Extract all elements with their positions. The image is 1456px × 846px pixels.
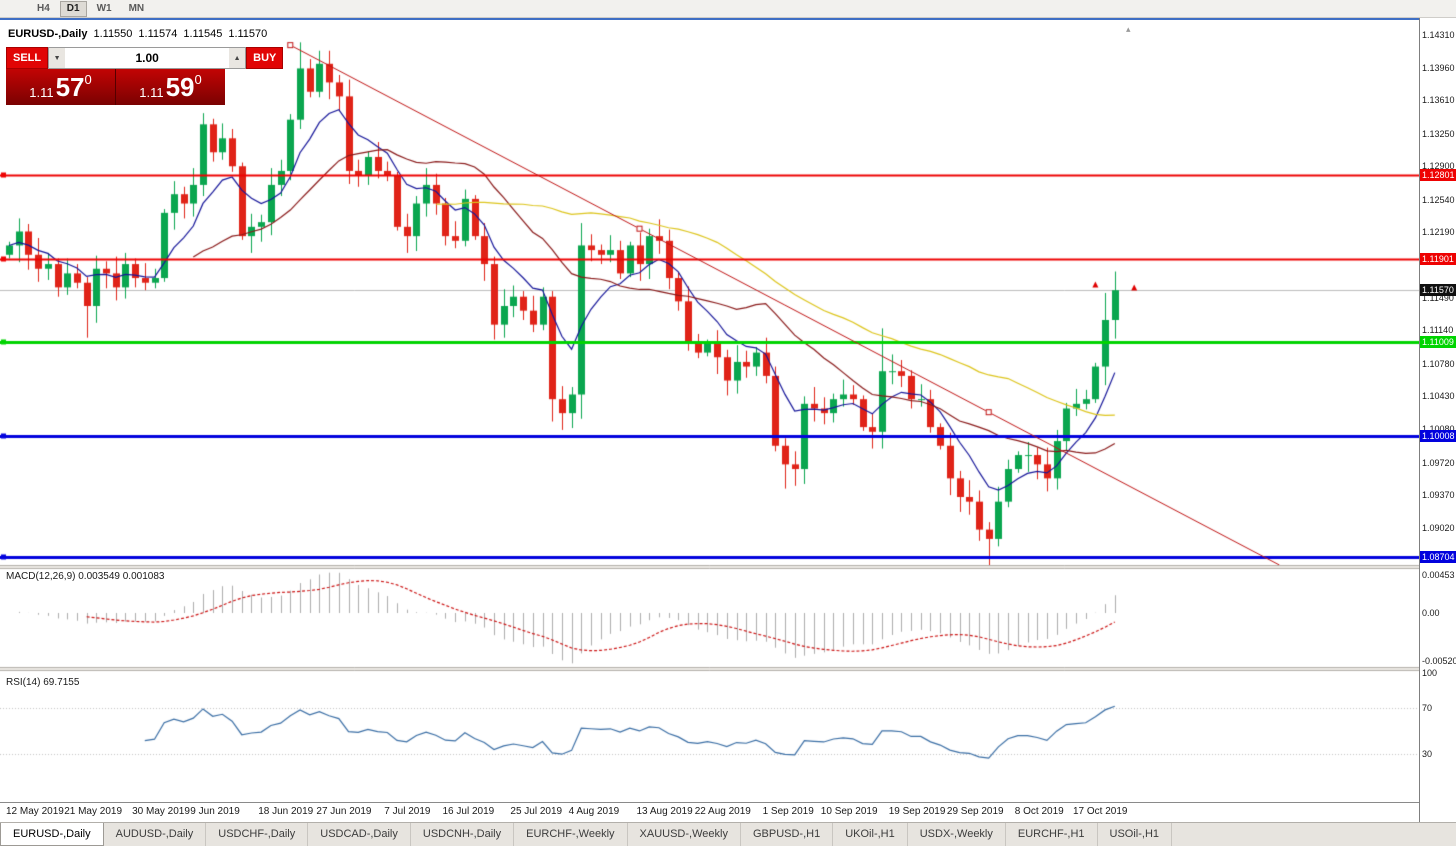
level-price-label: 1.11901 — [1420, 253, 1456, 266]
time-axis-label: 27 Jun 2019 — [316, 806, 372, 817]
price-axis-tick: 1.12900 — [1422, 161, 1455, 172]
current-price-label: 1.11570 — [1420, 284, 1456, 297]
chart-low-value: 1.11545 — [183, 28, 223, 40]
time-axis-label: 21 May 2019 — [64, 806, 123, 817]
buy-price-prefix: 1.11 — [139, 85, 164, 100]
time-axis-label: 8 Oct 2019 — [1014, 806, 1064, 817]
chart-tab-usdcad-daily[interactable]: USDCAD-,Daily — [308, 823, 411, 846]
macd-axis-tick: 0.00 — [1422, 608, 1440, 618]
sell-price-superscript: 0 — [84, 72, 92, 87]
price-axis-tick: 1.13610 — [1422, 95, 1455, 106]
chart-tab-usdx-weekly[interactable]: USDX-,Weekly — [908, 823, 1006, 846]
time-axis-label: 7 Jul 2019 — [384, 806, 431, 817]
timeframe-button-w1[interactable]: W1 — [96, 2, 112, 14]
time-axis: 12 May 2019 21 May 2019 30 May 2019 9 Jun 2… — [0, 802, 1419, 823]
chart-tab-usoil-h1[interactable]: USOil-,H1 — [1098, 823, 1173, 846]
chart-tab-eurusd-daily[interactable]: EURUSD-,Daily — [0, 823, 104, 846]
time-axis-label: 1 Sep 2019 — [762, 806, 814, 817]
buy-price-superscript: 0 — [194, 72, 202, 87]
sell-price-prefix: 1.11 — [29, 85, 54, 100]
buy-button[interactable]: BUY — [246, 47, 284, 69]
macd-axis-tick: 0.00453 — [1422, 570, 1455, 580]
chart-close-value: 1.11570 — [228, 28, 268, 40]
chart-canvas[interactable] — [0, 20, 1419, 800]
volume-box: ▼ ▲ — [48, 47, 247, 69]
sell-button[interactable]: SELL — [6, 47, 49, 69]
chart-header: EURUSD-,Daily 1.11550 1.11574 1.11545 1.… — [8, 28, 267, 40]
rsi-axis-tick: 100 — [1422, 668, 1438, 678]
price-axis-tick: 1.13960 — [1422, 62, 1455, 73]
chart-window: EURUSD-,Daily 1.11550 1.11574 1.11545 1.… — [0, 18, 1456, 822]
time-axis-label: 9 Jun 2019 — [190, 806, 240, 817]
rsi-axis-tick: 70 — [1422, 702, 1433, 713]
price-axis: 1.14310 1.13960 1.13610 1.13250 1.12900 1.125… — [1419, 18, 1456, 822]
price-axis-tick: 1.09370 — [1422, 490, 1455, 501]
chart-tab-usdchf-daily[interactable]: USDCHF-,Daily — [206, 823, 309, 846]
price-axis-tick: 1.11140 — [1422, 325, 1454, 336]
time-axis-label: 16 Jul 2019 — [442, 806, 495, 817]
timeframe-button-mn[interactable]: MN — [128, 2, 145, 14]
time-axis-label: 13 Aug 2019 — [636, 806, 693, 817]
window-top-border — [0, 18, 1456, 20]
buy-price-display[interactable]: 1.11 59 0 — [116, 69, 225, 105]
chart-tab-audusd-daily[interactable]: AUDUSD-,Daily — [104, 823, 207, 846]
level-price-label: 1.08704 — [1420, 551, 1456, 564]
level-price-label: 1.10008 — [1420, 429, 1456, 442]
timeframe-button-h4[interactable]: H4 — [37, 2, 50, 14]
price-axis-tick: 1.10780 — [1422, 358, 1455, 369]
chart-tab-eurchf-h1[interactable]: EURCHF-,H1 — [1006, 823, 1098, 846]
chart-symbol-label: EURUSD-,Daily — [8, 28, 88, 40]
price-axis-tick: 1.13250 — [1422, 128, 1455, 139]
level-price-label: 1.12801 — [1420, 169, 1456, 182]
time-axis-label: 29 Sep 2019 — [946, 806, 1004, 817]
time-axis-label: 25 Jul 2019 — [510, 806, 563, 817]
timeframe-toolbar: H4 D1 W1 MN — [0, 0, 1456, 18]
buy-price-big-digits: 59 — [165, 72, 195, 102]
chart-shift-marker-icon: ▴ — [1126, 24, 1131, 34]
chart-high-value: 1.11574 — [138, 28, 178, 40]
chart-tab-ukoil-h1[interactable]: UKOil-,H1 — [833, 823, 908, 846]
price-axis-tick: 1.10430 — [1422, 391, 1455, 402]
time-axis-label: 19 Sep 2019 — [888, 806, 946, 817]
volume-increase-button[interactable]: ▲ — [229, 48, 246, 68]
price-axis-tick: 1.09020 — [1422, 522, 1455, 533]
price-axis-tick: 1.12190 — [1422, 227, 1455, 238]
timeframe-button-d1[interactable]: D1 — [59, 0, 87, 17]
time-axis-label: 17 Oct 2019 — [1073, 806, 1128, 817]
chart-tab-eurchf-weekly[interactable]: EURCHF-,Weekly — [514, 823, 628, 846]
sell-price-display[interactable]: 1.11 57 0 — [6, 69, 116, 105]
rsi-axis-tick: 30 — [1422, 749, 1433, 760]
chart-tab-gbpusd-h1[interactable]: GBPUSD-,H1 — [741, 823, 834, 846]
time-axis-label: 10 Sep 2019 — [820, 806, 878, 817]
level-price-label: 1.11009 — [1420, 336, 1456, 349]
chart-tab-xauusd-weekly[interactable]: XAUUSD-,Weekly — [628, 823, 741, 846]
volume-decrease-button[interactable]: ▼ — [49, 48, 66, 68]
time-axis-label: 30 May 2019 — [132, 806, 190, 817]
sell-price-big-digits: 57 — [55, 72, 85, 102]
volume-input[interactable] — [65, 48, 230, 68]
price-axis-tick: 1.10080 — [1422, 424, 1455, 434]
price-axis-tick: 1.09720 — [1422, 457, 1455, 468]
chart-open-value: 1.11550 — [93, 28, 133, 40]
time-axis-label: 12 May 2019 — [6, 806, 64, 817]
price-axis-tick: 1.12540 — [1422, 194, 1455, 205]
rsi-indicator-label: RSI(14) 69.7155 — [6, 677, 80, 688]
macd-indicator-label: MACD(12,26,9) 0.003549 0.001083 — [6, 571, 165, 582]
price-axis-tick: 1.14310 — [1422, 29, 1455, 40]
chart-tab-usdcnh-daily[interactable]: USDCNH-,Daily — [411, 823, 515, 846]
macd-axis-tick: -0.00520 — [1422, 656, 1456, 666]
price-axis-tick: 1.11490 — [1422, 292, 1454, 303]
time-axis-label: 22 Aug 2019 — [694, 806, 751, 817]
time-axis-label: 18 Jun 2019 — [258, 806, 314, 817]
time-axis-label: 4 Aug 2019 — [568, 806, 620, 817]
chart-tab-bar: EURUSD-,Daily AUDUSD-,Daily USDCHF-,Daily U… — [0, 822, 1456, 846]
